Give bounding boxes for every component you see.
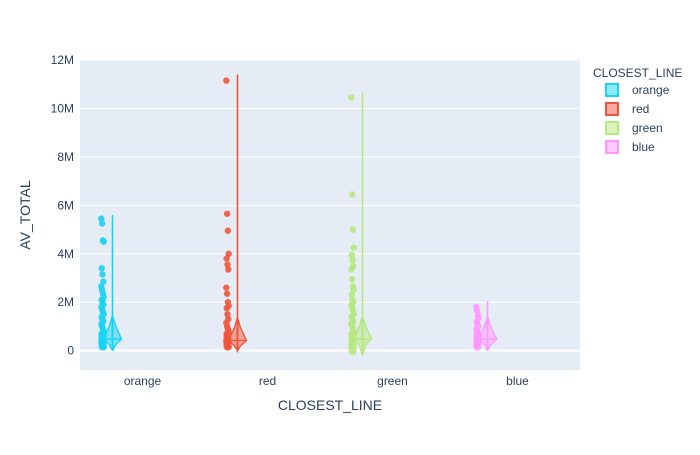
y-tick-label: 4M	[57, 247, 74, 261]
data-point	[100, 238, 107, 245]
x-tick-label: red	[259, 374, 276, 388]
data-point	[223, 290, 231, 297]
data-point	[223, 284, 230, 291]
data-point	[223, 210, 231, 217]
data-point	[223, 255, 230, 262]
data-point	[224, 261, 231, 268]
x-tick-label: blue	[506, 374, 529, 388]
legend-label: green	[632, 121, 663, 135]
x-tick-label: orange	[124, 374, 162, 388]
data-point	[224, 311, 231, 318]
data-point	[348, 94, 355, 101]
data-point	[350, 286, 357, 294]
data-point	[350, 244, 357, 251]
data-point	[98, 220, 106, 227]
data-point	[349, 256, 356, 264]
data-point	[100, 278, 107, 285]
y-tick-label: 6M	[57, 198, 74, 212]
data-point	[348, 275, 356, 283]
y-tick-label: 0	[67, 344, 74, 358]
legend-swatch	[605, 102, 619, 116]
plot-area	[80, 60, 580, 370]
series-layer	[98, 74, 498, 356]
data-point	[225, 343, 232, 351]
series-green	[348, 92, 373, 356]
legend-item-red[interactable]: red	[605, 102, 649, 116]
legend-label: blue	[632, 140, 655, 154]
y-axis-ticks: 0 2M 4M 6M 8M 10M 12M	[51, 53, 75, 358]
data-point	[98, 265, 105, 272]
data-point	[348, 251, 355, 259]
grid-lines	[80, 59, 580, 352]
legend-item-green[interactable]: green	[605, 121, 663, 135]
data-point	[473, 307, 481, 314]
data-point	[225, 250, 232, 257]
data-point	[223, 305, 230, 312]
y-axis-title: AV_TOTAL	[17, 180, 33, 249]
data-point	[348, 291, 355, 299]
y-tick-label: 10M	[51, 101, 74, 115]
data-point	[225, 266, 232, 273]
data-point	[349, 226, 357, 233]
legend-item-orange[interactable]: orange	[605, 83, 670, 97]
legend-label: orange	[632, 83, 670, 97]
series-orange	[98, 215, 123, 351]
data-point	[348, 266, 355, 273]
y-tick-label: 12M	[51, 53, 74, 67]
y-tick-label: 2M	[57, 295, 74, 309]
x-tick-label: green	[377, 374, 408, 388]
data-point	[99, 271, 106, 278]
data-point	[100, 343, 107, 351]
legend-swatch	[605, 121, 619, 135]
legend-swatch	[605, 140, 619, 154]
legend-item-blue[interactable]: blue	[605, 140, 655, 154]
x-axis-title: CLOSEST_LINE	[278, 397, 382, 413]
legend-label: red	[632, 102, 649, 116]
data-point	[349, 342, 357, 349]
series-red	[223, 74, 248, 354]
legend: CLOSEST_LINE orange red green blue	[593, 66, 682, 154]
data-point	[98, 215, 105, 222]
data-point	[473, 341, 480, 348]
data-point	[348, 191, 356, 198]
x-axis-ticks: orange red green blue	[124, 374, 529, 388]
data-point	[223, 77, 230, 84]
legend-title: CLOSEST_LINE	[593, 66, 682, 80]
violin-body	[477, 315, 489, 351]
data-point	[224, 227, 232, 234]
y-tick-label: 8M	[57, 150, 74, 164]
legend-swatch	[605, 83, 619, 97]
series-blue	[473, 300, 498, 351]
